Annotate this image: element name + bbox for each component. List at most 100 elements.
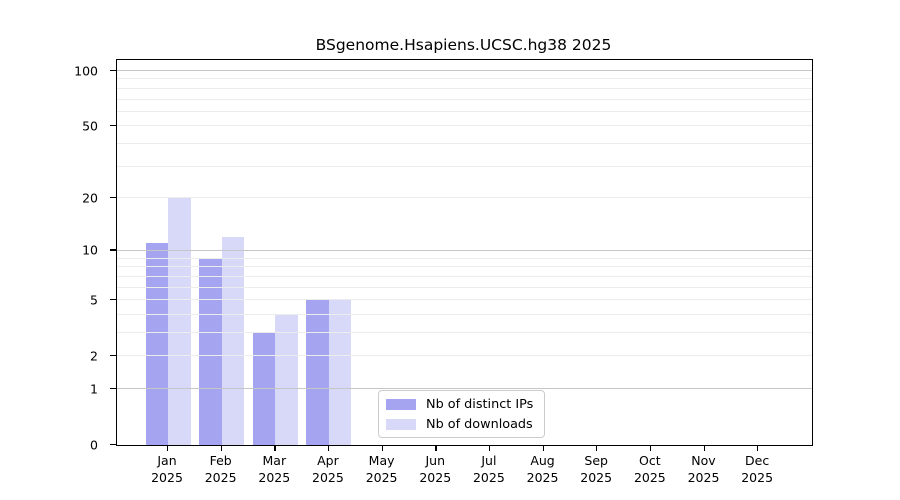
gridline-minor-70 — [117, 98, 812, 100]
xtick-year: 2025 — [312, 469, 344, 485]
xtick-mark-sep — [596, 445, 598, 452]
xtick-mark-feb — [220, 445, 222, 452]
xtick-mark-dec — [757, 445, 759, 452]
xtick-label-feb: Feb 2025 — [189, 453, 253, 486]
legend-label-downloads: Nb of downloads — [426, 416, 533, 432]
ytick-mark-50 — [110, 124, 116, 127]
gridline-major-1 — [117, 388, 812, 390]
ytick-mark-1 — [110, 387, 116, 390]
xtick-year: 2025 — [419, 469, 452, 485]
legend-item-downloads: Nb of downloads — [386, 417, 537, 432]
xtick-month: Jun — [425, 453, 446, 468]
xtick-month: Oct — [639, 453, 661, 468]
xtick-year: 2025 — [258, 469, 291, 485]
xtick-year: 2025 — [633, 469, 666, 485]
xtick-month: Aug — [530, 453, 555, 468]
bar-apr-ips — [306, 299, 329, 445]
ytick-mark-0 — [110, 444, 116, 446]
ytick-mark-20 — [110, 196, 116, 199]
ytick-mark-2 — [110, 354, 116, 357]
xtick-label-mar: Mar 2025 — [242, 453, 306, 486]
gridline-minor-7 — [117, 275, 812, 277]
bar-feb-downloads — [221, 236, 245, 445]
xtick-mark-jun — [435, 445, 437, 452]
bar-jan-ips — [145, 243, 168, 445]
ytick-label-50: 50 — [82, 118, 98, 134]
gridline-minor-9 — [117, 257, 812, 259]
gridline-minor-40 — [117, 143, 812, 145]
legend-swatch-downloads-icon — [386, 418, 416, 430]
xtick-label-sep: Sep 2025 — [564, 453, 628, 486]
xtick-month: Jul — [481, 453, 497, 468]
ytick-mark-5 — [110, 298, 116, 300]
ytick-label-2: 2 — [90, 348, 98, 364]
gridline-major-10 — [117, 249, 812, 251]
xtick-month: Nov — [691, 453, 716, 468]
xtick-month: May — [368, 453, 395, 468]
ytick-mark-100 — [110, 69, 116, 71]
xtick-label-jul: Jul 2025 — [457, 453, 521, 486]
xtick-year: 2025 — [365, 469, 398, 485]
gridline-minor-3 — [117, 332, 812, 334]
xtick-month: Mar — [262, 453, 287, 468]
xtick-year: 2025 — [472, 469, 505, 485]
xtick-label-oct: Oct 2025 — [618, 453, 682, 486]
ytick-label-100: 100 — [74, 63, 98, 79]
xtick-label-nov: Nov 2025 — [672, 453, 736, 486]
xtick-label-jun: Jun 2025 — [403, 453, 467, 486]
gridline-minor-5 — [117, 299, 812, 301]
bar-mar-downloads — [275, 314, 298, 445]
legend-swatch-ips-icon — [386, 398, 416, 410]
ytick-label-20: 20 — [82, 190, 98, 206]
xtick-mark-aug — [542, 445, 544, 452]
ytick-label-5: 5 — [90, 292, 98, 308]
plot-area — [116, 59, 813, 446]
legend-item-distinct-ips: Nb of distinct IPs — [386, 397, 537, 412]
ytick-label-1: 1 — [90, 381, 98, 397]
xtick-year: 2025 — [151, 469, 183, 485]
xtick-mark-apr — [327, 445, 330, 452]
bar-feb-ips — [199, 258, 222, 445]
gridline-minor-4 — [117, 313, 812, 315]
xtick-mark-mar — [274, 445, 276, 452]
legend-label-ips: Nb of distinct IPs — [426, 396, 534, 412]
xtick-mark-oct — [649, 445, 652, 452]
ytick-mark-10 — [110, 249, 116, 251]
gridline-minor-30 — [117, 165, 812, 167]
gridline-minor-6 — [117, 286, 812, 288]
xtick-year: 2025 — [741, 469, 774, 485]
xtick-month: Feb — [209, 453, 232, 468]
legend: Nb of distinct IPs Nb of downloads — [378, 390, 545, 438]
ytick-label-10: 10 — [82, 242, 98, 258]
xtick-mark-jan — [167, 445, 169, 452]
xtick-label-apr: Apr 2025 — [296, 453, 360, 486]
xtick-mark-jul — [488, 445, 491, 452]
chart-title: BSgenome.Hsapiens.UCSC.hg38 2025 — [315, 36, 612, 54]
gridline-minor-90 — [117, 78, 812, 80]
gridline-minor-50 — [117, 125, 812, 127]
xtick-month: Sep — [584, 453, 608, 468]
gridline-minor-60 — [117, 110, 812, 112]
xtick-label-may: May 2025 — [350, 453, 414, 486]
gridline-minor-2 — [117, 355, 812, 357]
xtick-mark-may — [381, 445, 383, 452]
gridline-minor-80 — [117, 87, 812, 89]
xtick-month: Apr — [317, 453, 339, 468]
xtick-month: Jan — [157, 453, 177, 468]
xtick-label-jan: Jan 2025 — [135, 453, 199, 486]
gridline-major-100 — [117, 70, 812, 72]
xtick-year: 2025 — [526, 469, 559, 485]
xtick-label-aug: Aug 2025 — [511, 453, 575, 486]
bar-jan-downloads — [168, 197, 191, 445]
bar-apr-downloads — [328, 299, 352, 445]
xtick-year: 2025 — [204, 469, 237, 485]
xtick-mark-nov — [703, 445, 705, 452]
xtick-label-dec: Dec 2025 — [725, 453, 789, 486]
ytick-label-0: 0 — [90, 437, 98, 453]
gridline-minor-8 — [117, 266, 812, 268]
gridline-minor-20 — [117, 197, 812, 199]
xtick-year: 2025 — [580, 469, 613, 485]
xtick-year: 2025 — [687, 469, 720, 485]
xtick-month: Dec — [745, 453, 770, 468]
